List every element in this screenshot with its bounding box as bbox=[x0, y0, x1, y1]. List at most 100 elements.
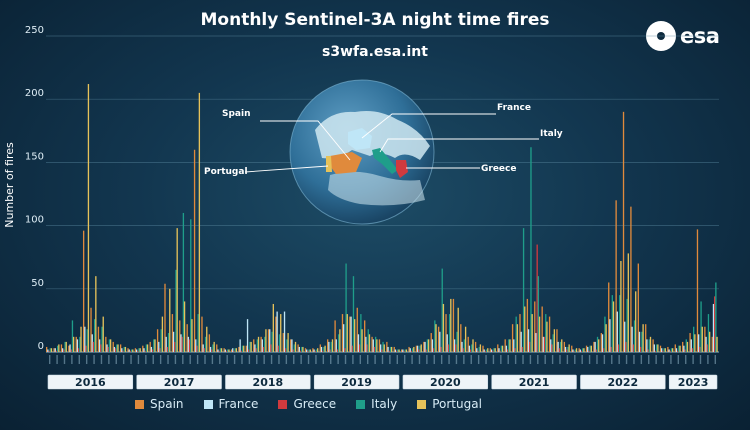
bar-spain-44 bbox=[371, 336, 373, 352]
bar-portugal-0 bbox=[50, 348, 53, 352]
bar-france-64 bbox=[520, 331, 522, 352]
bar-greece-3 bbox=[70, 349, 72, 352]
bar-italy-8 bbox=[108, 339, 111, 352]
bar-france-10 bbox=[121, 348, 123, 352]
map-spain bbox=[330, 152, 362, 174]
bar-france-60 bbox=[490, 349, 493, 352]
bar-portugal-11 bbox=[132, 349, 134, 352]
bar-portugal-29 bbox=[265, 329, 267, 352]
bar-spain-86 bbox=[682, 341, 684, 352]
year-label-2019: 2019 bbox=[341, 376, 372, 389]
legend-label-portugal: Portugal bbox=[432, 397, 482, 411]
bar-greece-82 bbox=[654, 350, 657, 352]
bar-greece-7 bbox=[100, 344, 102, 352]
bar-portugal-87 bbox=[694, 334, 696, 352]
bar-france-87 bbox=[690, 339, 692, 352]
bar-france-55 bbox=[453, 339, 456, 352]
bar-spain-46 bbox=[386, 341, 388, 352]
bar-greece-6 bbox=[92, 341, 95, 352]
bar-spain-59 bbox=[482, 345, 484, 352]
year-box-2021 bbox=[491, 374, 577, 390]
bar-portugal-51 bbox=[427, 339, 430, 352]
bar-spain-56 bbox=[460, 324, 462, 352]
bar-spain-89 bbox=[704, 326, 706, 352]
bar-spain-30 bbox=[267, 329, 270, 352]
bar-france-15 bbox=[158, 341, 160, 352]
globe-africa bbox=[328, 171, 425, 206]
bar-greece-13 bbox=[144, 350, 146, 352]
bar-spain-80 bbox=[637, 263, 639, 352]
bar-italy-89 bbox=[707, 314, 710, 352]
legend: Spain France Greece Italy Portugal bbox=[135, 397, 482, 411]
bar-portugal-3 bbox=[72, 336, 75, 352]
bar-portugal-19 bbox=[191, 319, 193, 352]
bar-portugal-4 bbox=[80, 326, 82, 352]
bar-spain-72 bbox=[578, 348, 580, 352]
year-label-2022: 2022 bbox=[608, 376, 639, 389]
bar-portugal-14 bbox=[154, 339, 156, 352]
bar-spain-58 bbox=[474, 341, 477, 352]
legend-swatch-spain bbox=[135, 399, 144, 409]
bar-greece-81 bbox=[647, 349, 649, 352]
bar-spain-47 bbox=[393, 346, 395, 352]
bar-italy-16 bbox=[167, 333, 170, 352]
bar-portugal-58 bbox=[479, 344, 482, 352]
legend-item-greece: Greece bbox=[278, 397, 336, 411]
bar-portugal-64 bbox=[524, 306, 526, 352]
bar-greece-56 bbox=[462, 348, 464, 352]
bar-portugal-74 bbox=[598, 339, 600, 352]
bar-greece-85 bbox=[677, 350, 679, 352]
bar-italy-62 bbox=[508, 339, 510, 352]
bar-portugal-24 bbox=[228, 349, 230, 352]
bar-greece-8 bbox=[107, 346, 109, 352]
bar-italy-74 bbox=[596, 336, 599, 352]
bar-spain-20 bbox=[193, 149, 196, 352]
bar-portugal-60 bbox=[494, 348, 496, 352]
bar-spain-5 bbox=[82, 230, 85, 352]
bar-spain-84 bbox=[667, 346, 669, 352]
bar-portugal-62 bbox=[509, 339, 511, 352]
bar-portugal-45 bbox=[383, 344, 385, 352]
bar-france-80 bbox=[638, 331, 641, 352]
map-portugal bbox=[326, 156, 332, 172]
chart-subtitle: s3wfa.esa.int bbox=[322, 44, 428, 60]
bar-portugal-49 bbox=[413, 346, 415, 352]
bar-france-62 bbox=[505, 345, 508, 352]
bar-portugal-28 bbox=[257, 336, 260, 352]
bar-portugal-48 bbox=[405, 349, 408, 352]
bar-france-13 bbox=[143, 348, 145, 352]
bar-italy-65 bbox=[530, 147, 532, 352]
legend-label-france: France bbox=[218, 397, 259, 411]
bar-italy-5 bbox=[86, 329, 88, 352]
bar-greece-33 bbox=[292, 349, 294, 352]
bar-portugal-75 bbox=[605, 324, 607, 352]
bar-portugal-18 bbox=[183, 301, 186, 352]
bar-france-68 bbox=[550, 339, 552, 352]
bar-spain-78 bbox=[622, 111, 625, 352]
bar-greece-18 bbox=[181, 336, 183, 352]
bar-spain-81 bbox=[645, 324, 647, 352]
bar-greece-27 bbox=[248, 349, 250, 352]
bar-spain-26 bbox=[238, 346, 240, 352]
bar-greece-29 bbox=[262, 346, 265, 352]
bar-greece-69 bbox=[558, 348, 561, 352]
bar-portugal-37 bbox=[324, 345, 326, 352]
bar-france-0 bbox=[47, 349, 49, 352]
bar-greece-52 bbox=[432, 348, 435, 352]
bar-france-85 bbox=[675, 348, 678, 352]
bar-spain-38 bbox=[327, 339, 329, 352]
bar-greece-44 bbox=[373, 346, 376, 352]
globe-landmass bbox=[315, 111, 430, 160]
bar-portugal-17 bbox=[176, 228, 178, 352]
bar-greece-42 bbox=[359, 344, 361, 352]
bar-portugal-68 bbox=[553, 329, 556, 352]
bar-portugal-81 bbox=[649, 336, 652, 352]
map-label-greece: Greece bbox=[481, 164, 516, 174]
bar-italy-55 bbox=[456, 331, 458, 352]
bar-greece-80 bbox=[640, 346, 642, 352]
bar-greece-74 bbox=[595, 349, 597, 352]
bar-greece-61 bbox=[499, 350, 501, 352]
bar-portugal-54 bbox=[450, 298, 452, 352]
bar-italy-73 bbox=[589, 345, 591, 352]
